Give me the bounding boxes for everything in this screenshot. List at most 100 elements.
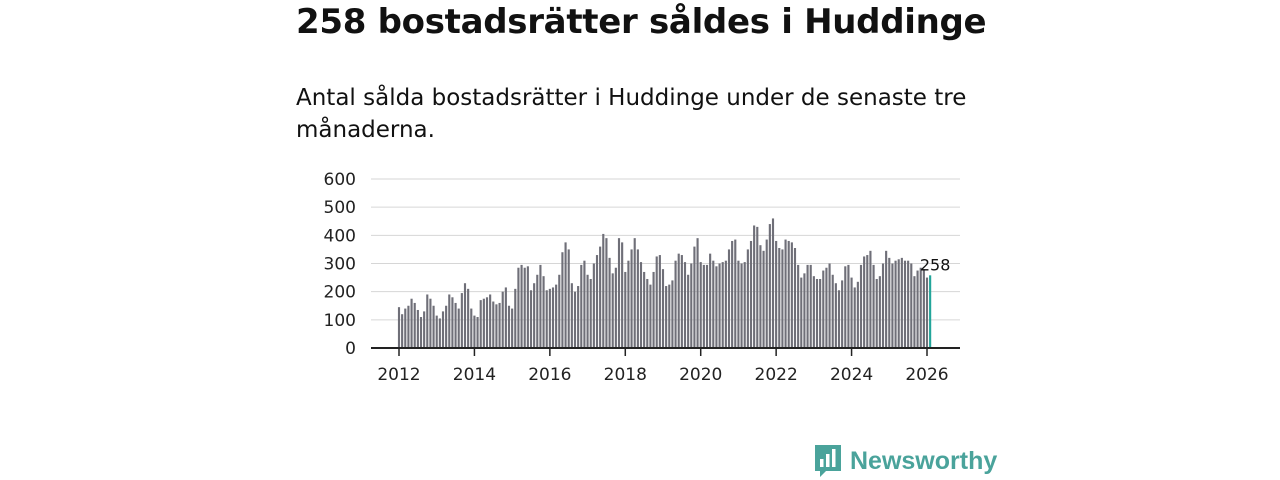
bar bbox=[517, 267, 520, 348]
y-tick-label: 0 bbox=[345, 339, 356, 359]
bar bbox=[775, 240, 778, 348]
bar bbox=[863, 256, 866, 348]
bar bbox=[551, 287, 555, 348]
x-tick-label: 2024 bbox=[830, 365, 873, 385]
bar bbox=[919, 267, 922, 348]
bar bbox=[482, 298, 485, 348]
x-tick-label: 2022 bbox=[755, 365, 798, 385]
bar bbox=[605, 238, 608, 348]
bar bbox=[548, 288, 551, 348]
bar bbox=[564, 242, 567, 348]
bar bbox=[404, 308, 407, 348]
bar bbox=[570, 283, 573, 348]
bar bbox=[910, 263, 913, 348]
bar-chart: 0 100 200 300 400 500 600 2012 2014 2016 2018 2020… bbox=[324, 170, 960, 385]
bar bbox=[680, 255, 683, 348]
bar bbox=[746, 249, 749, 348]
bar bbox=[815, 278, 819, 348]
bar bbox=[762, 250, 765, 348]
bar bbox=[643, 271, 646, 348]
bar bbox=[470, 308, 473, 348]
bar bbox=[416, 309, 419, 348]
bar bbox=[888, 257, 891, 348]
bar bbox=[759, 245, 762, 348]
bar bbox=[702, 264, 705, 348]
x-tick-label: 2014 bbox=[453, 365, 496, 385]
bar bbox=[423, 311, 426, 348]
bar bbox=[731, 240, 734, 348]
bar bbox=[718, 263, 721, 348]
bar bbox=[878, 276, 881, 348]
bar bbox=[859, 264, 863, 348]
y-tick-label: 600 bbox=[324, 170, 356, 190]
bar bbox=[913, 276, 916, 348]
bar bbox=[589, 278, 592, 348]
x-tick-label: 2016 bbox=[528, 365, 571, 385]
bar bbox=[916, 270, 919, 348]
bar bbox=[658, 255, 661, 348]
bar bbox=[885, 250, 888, 348]
bar bbox=[624, 271, 627, 348]
bar bbox=[489, 294, 492, 348]
bar bbox=[611, 273, 614, 348]
bar bbox=[454, 302, 457, 348]
bar bbox=[705, 264, 709, 348]
bar bbox=[781, 249, 784, 348]
newsworthy-logo-icon bbox=[815, 445, 841, 477]
bar bbox=[397, 307, 401, 348]
bar bbox=[608, 257, 611, 348]
bar bbox=[498, 302, 501, 348]
bar bbox=[558, 274, 561, 348]
bar bbox=[533, 283, 536, 348]
bar bbox=[514, 288, 517, 348]
y-axis-ticks: 0 100 200 300 400 500 600 bbox=[324, 170, 356, 359]
bar bbox=[844, 266, 847, 348]
bar bbox=[737, 260, 740, 348]
bar bbox=[740, 263, 743, 348]
bar bbox=[639, 262, 643, 348]
bar bbox=[485, 297, 489, 348]
bar bbox=[875, 278, 878, 348]
bar bbox=[828, 263, 831, 348]
bar bbox=[903, 260, 907, 348]
bar bbox=[573, 291, 577, 348]
bar bbox=[463, 283, 467, 348]
bar bbox=[734, 239, 737, 348]
bar bbox=[438, 318, 441, 348]
bar bbox=[602, 233, 605, 348]
bar bbox=[869, 250, 872, 348]
bar bbox=[652, 271, 655, 348]
bar bbox=[567, 249, 570, 348]
bar bbox=[809, 264, 812, 348]
bar bbox=[529, 290, 533, 348]
bar bbox=[479, 300, 482, 348]
bar bbox=[803, 273, 806, 348]
bar bbox=[555, 284, 558, 348]
x-tick-label: 2020 bbox=[679, 365, 722, 385]
bar bbox=[837, 290, 841, 348]
bar bbox=[445, 305, 448, 348]
bar bbox=[511, 308, 514, 348]
bar bbox=[592, 263, 595, 348]
bar bbox=[583, 260, 586, 348]
bar bbox=[856, 281, 859, 348]
y-tick-label: 400 bbox=[324, 226, 356, 246]
bar bbox=[646, 278, 649, 348]
bar bbox=[841, 280, 844, 348]
bar bbox=[655, 256, 658, 348]
bar bbox=[401, 314, 404, 348]
bar bbox=[457, 308, 460, 348]
bar bbox=[894, 260, 897, 348]
bar bbox=[756, 226, 759, 348]
bar bbox=[536, 274, 539, 348]
x-tick-label: 2012 bbox=[377, 365, 420, 385]
annotations: 258 bbox=[920, 255, 951, 274]
y-tick-label: 200 bbox=[324, 283, 356, 303]
bar bbox=[790, 242, 793, 348]
bar bbox=[853, 287, 856, 348]
brand-logo[interactable]: Newsworthy bbox=[814, 444, 997, 478]
bar bbox=[599, 246, 602, 348]
bar bbox=[784, 239, 787, 348]
bar bbox=[699, 262, 702, 348]
bar bbox=[778, 248, 781, 348]
